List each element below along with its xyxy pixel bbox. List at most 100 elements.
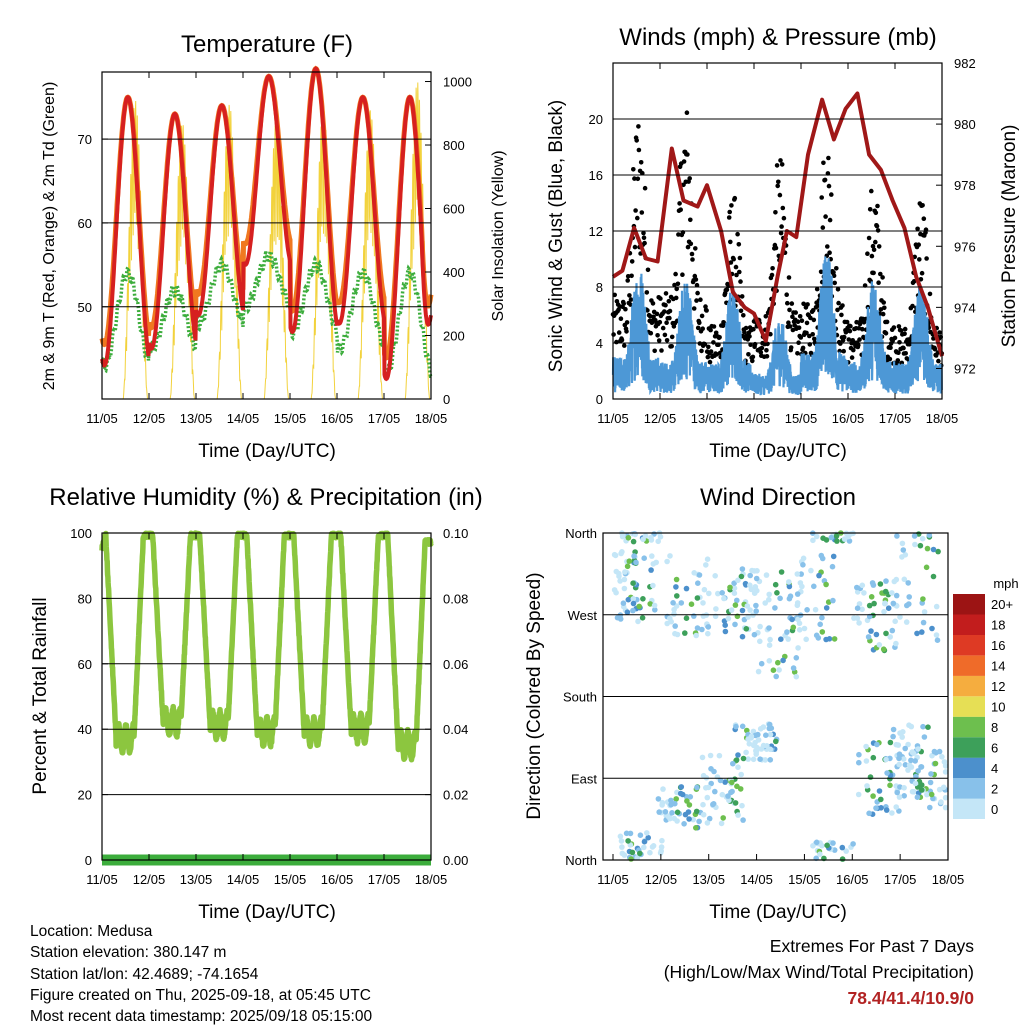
wind-direction-point xyxy=(770,667,777,673)
wind-direction-point xyxy=(883,807,890,813)
wind-direction-point xyxy=(811,583,817,590)
gust-point xyxy=(873,239,878,245)
temperature-x-tick-label: 11/05 xyxy=(86,411,118,426)
wind-direction-point xyxy=(647,849,653,856)
gust-point xyxy=(645,267,651,273)
precip-right-tick-label: 0.04 xyxy=(443,722,468,737)
humidity-x-tick-label: 18/05 xyxy=(415,872,448,887)
wind-direction-point xyxy=(846,538,853,544)
gust-point xyxy=(818,269,824,275)
gust-point xyxy=(706,344,711,350)
humidity-x-tick-label: 15/05 xyxy=(274,872,307,887)
wind-direction-point xyxy=(751,631,758,638)
gust-point xyxy=(641,230,646,236)
wind-direction-point xyxy=(705,630,711,637)
wind-direction-point xyxy=(796,627,803,633)
wind-direction-point xyxy=(934,637,941,643)
gust-point xyxy=(880,311,886,317)
wind-direction-point xyxy=(839,856,846,862)
wind-direction-y-tick-label: East xyxy=(571,771,597,786)
gust-point xyxy=(775,183,780,189)
gust-point xyxy=(924,256,929,261)
gust-point xyxy=(901,345,906,351)
wind-direction-point xyxy=(695,580,701,586)
wind-direction-point xyxy=(656,809,662,815)
gust-point xyxy=(932,346,938,352)
wind-direction-point xyxy=(863,758,870,764)
colorbar-swatch xyxy=(953,675,985,697)
gust-point xyxy=(784,292,789,298)
gust-point xyxy=(669,334,675,340)
wind-direction-point xyxy=(919,629,925,635)
gust-point xyxy=(688,241,694,247)
wind-direction-point xyxy=(650,582,656,589)
gust-point xyxy=(640,170,645,176)
wind-direction-point xyxy=(672,630,678,637)
wind-direction-point xyxy=(732,621,738,628)
gust-point xyxy=(937,330,942,335)
gust-point xyxy=(773,210,778,215)
wind-direction-point xyxy=(855,791,862,798)
wind-direction-point xyxy=(743,626,750,632)
wind-direction-x-tick-label: 16/05 xyxy=(836,872,869,887)
gust-point xyxy=(918,277,924,282)
extremes-values: 78.4/41.4/10.9/0 xyxy=(847,988,975,1008)
gust-point xyxy=(821,160,826,166)
colorbar-label: 16 xyxy=(991,638,1005,653)
wind-direction-point xyxy=(893,576,900,583)
wind-direction-point xyxy=(614,614,621,621)
wind-direction-point xyxy=(745,614,751,620)
wind-direction-point xyxy=(631,553,637,559)
wind-direction-point xyxy=(655,538,661,545)
gust-point xyxy=(874,223,880,229)
wind-direction-point xyxy=(657,850,664,856)
gust-point xyxy=(636,124,641,129)
wind-direction-point xyxy=(892,618,898,625)
wind-direction-point xyxy=(766,642,773,648)
wind-direction-point xyxy=(911,789,917,795)
gust-point xyxy=(851,347,856,353)
gust-point xyxy=(618,316,624,322)
wind-direction-point xyxy=(794,571,801,577)
gust-point xyxy=(639,210,645,215)
gust-point xyxy=(705,354,711,360)
gust-point xyxy=(814,286,820,292)
wind-direction-point xyxy=(744,603,751,609)
solar-right-tick-label: 800 xyxy=(443,138,465,153)
wind-direction-point xyxy=(868,594,875,600)
gust-point xyxy=(884,319,890,325)
wind-direction-point xyxy=(865,634,872,640)
gust-point xyxy=(732,195,738,201)
gust-point xyxy=(667,315,672,321)
wind-direction-point xyxy=(897,784,903,790)
gust-point xyxy=(619,337,625,343)
wind-direction-point xyxy=(894,789,900,796)
wind-direction-point xyxy=(890,733,896,740)
colorbar-label: 4 xyxy=(991,761,998,776)
gust-point xyxy=(804,320,810,326)
wind-direction-point xyxy=(921,734,928,740)
wind-direction-point xyxy=(877,581,884,587)
temperature-frame xyxy=(101,71,432,400)
wind-direction-point xyxy=(711,768,717,775)
gust-point xyxy=(736,242,742,247)
gust-point xyxy=(699,348,704,354)
wind-direction-point xyxy=(727,584,733,591)
wind-direction-point xyxy=(667,815,673,822)
wind-direction-point xyxy=(757,756,763,762)
wind-direction-point xyxy=(717,777,724,784)
gust-point xyxy=(666,298,672,304)
wind-direction-point xyxy=(772,605,778,611)
wind-direction-point xyxy=(706,815,713,822)
wind-direction-point xyxy=(856,620,862,626)
gust-point xyxy=(708,327,713,333)
gust-point xyxy=(916,242,921,247)
wind-direction-point xyxy=(775,659,781,666)
gust-point xyxy=(786,275,792,280)
wind-direction-point xyxy=(883,578,889,584)
gust-point xyxy=(887,356,893,362)
gust-point xyxy=(880,275,885,280)
wind-direction-point xyxy=(874,741,880,748)
wind-direction-point xyxy=(810,537,816,544)
winds-title: Winds (mph) & Pressure (mb) xyxy=(619,24,936,51)
